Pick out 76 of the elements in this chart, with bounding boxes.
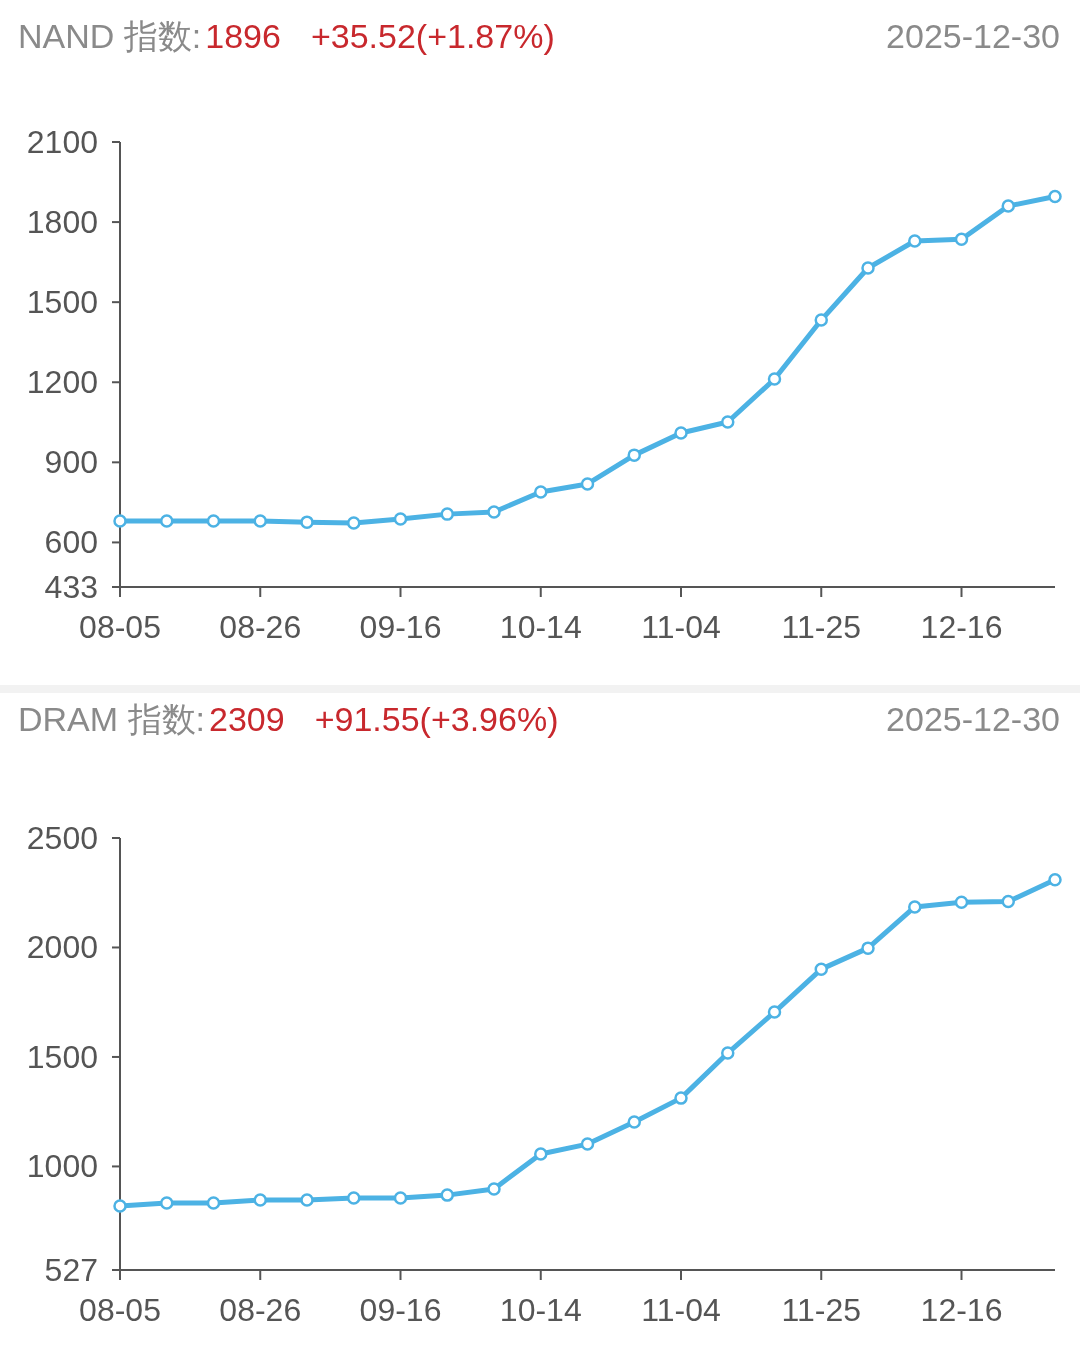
x-tick-label: 09-16 [359,609,442,645]
y-tick-label: 2500 [26,820,98,856]
chart-title: DRAM 指数: [18,700,205,738]
text: 1896 [205,17,281,55]
x-tick-label: 08-05 [79,609,161,645]
point [721,1046,735,1060]
y-tick-label: 1200 [26,364,98,401]
y-tick-label: 600 [44,524,98,561]
point [113,1199,127,1213]
chart-subtitle: 2025-12-30 [886,17,1060,55]
point [580,1137,595,1151]
y-tick-label: 1500 [26,284,98,321]
y-tick-label: 1800 [26,204,98,241]
point [1048,873,1062,887]
point [814,962,828,976]
point [861,941,875,955]
point [347,1191,361,1205]
y-tick-label: 433 [44,569,98,605]
y-tick-label: 2000 [26,929,98,966]
x-tick-label: 11-04 [641,1292,721,1328]
y-tick-label: 900 [44,444,98,481]
point [674,426,688,440]
point [1001,199,1015,213]
point [954,895,969,909]
point [347,516,361,530]
x-tick-label: 09-16 [359,1292,442,1328]
point [300,515,314,529]
x-tick-label: 11-25 [781,609,861,645]
y-tick-label: 1000 [26,1148,98,1185]
point [534,1147,548,1161]
text: +91.55(+3.96%) [314,700,559,738]
point [206,1196,221,1210]
point [253,1193,267,1207]
x-tick-label: 10-14 [499,609,582,645]
x-tick-label: 11-25 [781,1292,861,1328]
point [767,1005,782,1019]
x-tick-label: 12-16 [920,609,1003,645]
chart-title: NAND 指数: [18,17,202,55]
point [954,232,969,246]
point [487,1182,501,1196]
x-tick-label: 08-05 [79,1292,161,1328]
chart-subtitle: 2025-12-30 [886,700,1060,738]
x-tick-label: 12-16 [920,1292,1003,1328]
point [908,234,922,248]
point [534,485,548,499]
x-tick-label: 08-26 [219,609,302,645]
point [300,1193,314,1207]
point [627,448,641,462]
text: 2309 [209,700,285,738]
point [160,514,174,528]
point [814,313,828,327]
point [393,1191,408,1205]
y-tick-label: 2100 [26,124,98,160]
point [253,514,267,528]
point [206,514,221,528]
point [113,514,127,528]
text: +35.52(+1.87%) [310,17,555,55]
y-tick-label: 527 [44,1252,98,1288]
point [674,1091,688,1105]
point [487,505,501,519]
point [440,1188,454,1202]
point [440,507,454,521]
point [1048,189,1062,204]
point [908,900,922,914]
point [861,261,875,275]
x-tick-label: 10-14 [499,1292,582,1328]
point [580,477,595,491]
x-tick-label: 08-26 [219,1292,302,1328]
point [1001,894,1015,909]
point [767,372,782,386]
point [393,512,408,526]
y-tick-label: 1500 [26,1038,98,1075]
point [160,1196,174,1210]
point [627,1115,641,1129]
x-tick-label: 11-04 [641,609,721,645]
point [721,415,735,429]
